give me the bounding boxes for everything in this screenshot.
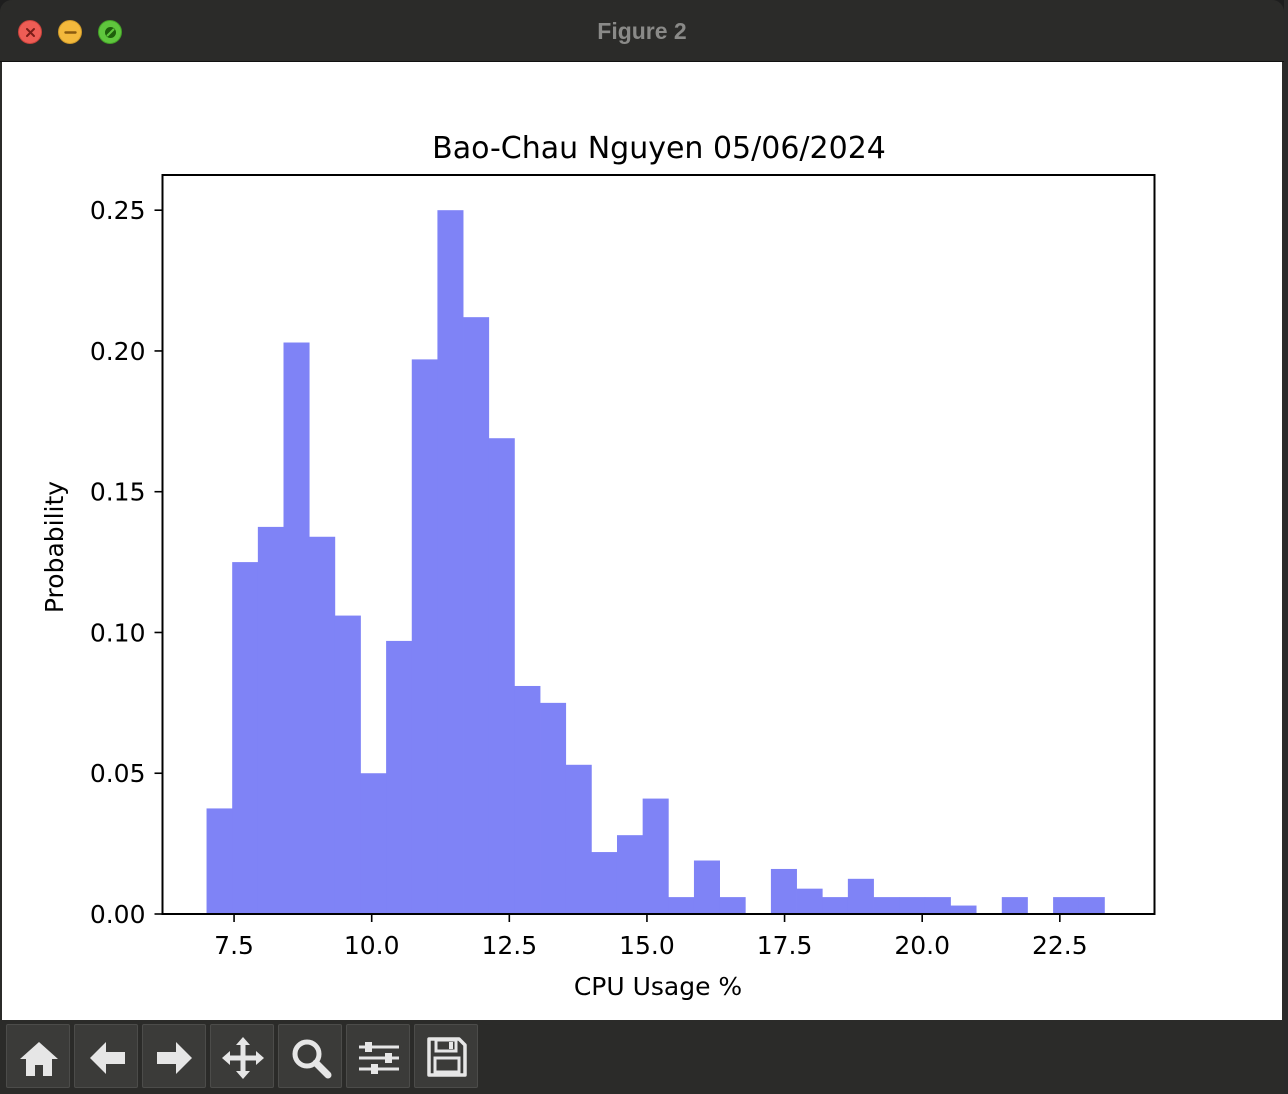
- histogram-bar: [386, 640, 413, 914]
- close-x-icon: [26, 28, 35, 37]
- histogram-bar: [1001, 897, 1028, 914]
- zoom-button[interactable]: [98, 20, 122, 44]
- histogram-bar: [1053, 897, 1080, 914]
- histogram-bar: [232, 562, 259, 914]
- x-tick-label: 7.5: [214, 931, 254, 960]
- histogram-bar: [950, 905, 977, 914]
- histogram-bar: [642, 798, 669, 914]
- pan-move-icon: [222, 1037, 264, 1079]
- save-button[interactable]: [414, 1024, 478, 1088]
- home-button[interactable]: [6, 1024, 70, 1088]
- histogram-bar: [899, 897, 926, 914]
- home-icon: [20, 1042, 58, 1076]
- zoom-magnifier-icon: [292, 1039, 332, 1079]
- histogram-bar: [616, 835, 644, 914]
- histogram-bars: [206, 210, 1105, 914]
- forward-button[interactable]: [142, 1024, 206, 1088]
- histogram-bar: [591, 852, 618, 914]
- histogram-bar: [283, 342, 310, 914]
- plot-area-frame: [161, 174, 1156, 915]
- y-tick-label: 0.15: [90, 478, 146, 507]
- y-tick-label: 0.00: [90, 900, 146, 929]
- histogram-bar: [540, 702, 567, 914]
- forward-arrow-icon: [157, 1042, 192, 1074]
- y-axis-label: Probability: [40, 481, 69, 613]
- x-tick-label: 22.5: [1032, 931, 1088, 960]
- zoom-button-tool[interactable]: [278, 1024, 342, 1088]
- x-axis-ticks: 7.5 10.0 12.5 15.0 17.5 20.0 22.5: [214, 914, 1088, 960]
- histogram-bar: [565, 764, 592, 914]
- histogram-bar: [822, 897, 849, 914]
- configure-subplots-button[interactable]: [346, 1024, 410, 1088]
- histogram-bar: [1078, 897, 1105, 914]
- histogram-bar: [334, 615, 361, 914]
- x-tick-label: 12.5: [481, 931, 537, 960]
- histogram-bar: [668, 897, 695, 914]
- y-tick-label: 0.25: [90, 196, 146, 225]
- navigation-toolbar: [0, 1020, 1284, 1094]
- x-tick-label: 15.0: [619, 931, 675, 960]
- back-arrow-icon: [90, 1042, 125, 1074]
- y-tick-label: 0.05: [90, 759, 146, 788]
- histogram-bar: [719, 897, 746, 914]
- histogram-bar: [873, 897, 900, 914]
- back-button[interactable]: [74, 1024, 138, 1088]
- figure-canvas[interactable]: Bao-Chau Nguyen 05/06/2024 7.5 10.0 12.5 15…: [2, 62, 1282, 1020]
- histogram-bar: [309, 536, 336, 914]
- histogram-bar: [770, 868, 797, 914]
- minimize-dash-icon: [64, 31, 77, 34]
- x-tick-label: 10.0: [344, 931, 400, 960]
- minimize-button[interactable]: [58, 20, 82, 44]
- x-tick-label: 17.5: [757, 931, 813, 960]
- chart-title: Bao-Chau Nguyen 05/06/2024: [432, 131, 886, 166]
- x-tick-label: 20.0: [894, 931, 950, 960]
- y-tick-label: 0.20: [90, 337, 146, 366]
- close-button[interactable]: [18, 20, 42, 44]
- fullscreen-arrows-icon: [105, 27, 116, 38]
- histogram-bar: [514, 685, 541, 914]
- histogram-bar: [924, 897, 951, 914]
- x-axis-label: CPU Usage %: [574, 972, 742, 1001]
- y-tick-label: 0.10: [90, 618, 146, 647]
- histogram-bar: [411, 359, 438, 914]
- histogram-bar: [847, 878, 874, 914]
- histogram-bar: [693, 860, 720, 914]
- configure-subplots-icon: [359, 1042, 399, 1074]
- window-title: Figure 2: [597, 18, 687, 44]
- histogram-bar: [437, 210, 464, 914]
- histogram-chart: Bao-Chau Nguyen 05/06/2024 7.5 10.0 12.5 15…: [40, 131, 1156, 1001]
- histogram-bar: [206, 808, 233, 914]
- title-bar[interactable]: Figure 2: [0, 0, 1284, 62]
- histogram-bar: [488, 438, 515, 914]
- histogram-bar: [257, 526, 284, 914]
- histogram-bar: [360, 773, 387, 914]
- histogram-bar: [796, 888, 823, 914]
- histogram-bar: [463, 317, 490, 914]
- window-right-edge: [1284, 0, 1288, 1094]
- y-axis-ticks: 0.00 0.05 0.10 0.15 0.20 0.25: [90, 196, 163, 929]
- save-floppy-icon: [427, 1037, 467, 1077]
- pan-button[interactable]: [210, 1024, 274, 1088]
